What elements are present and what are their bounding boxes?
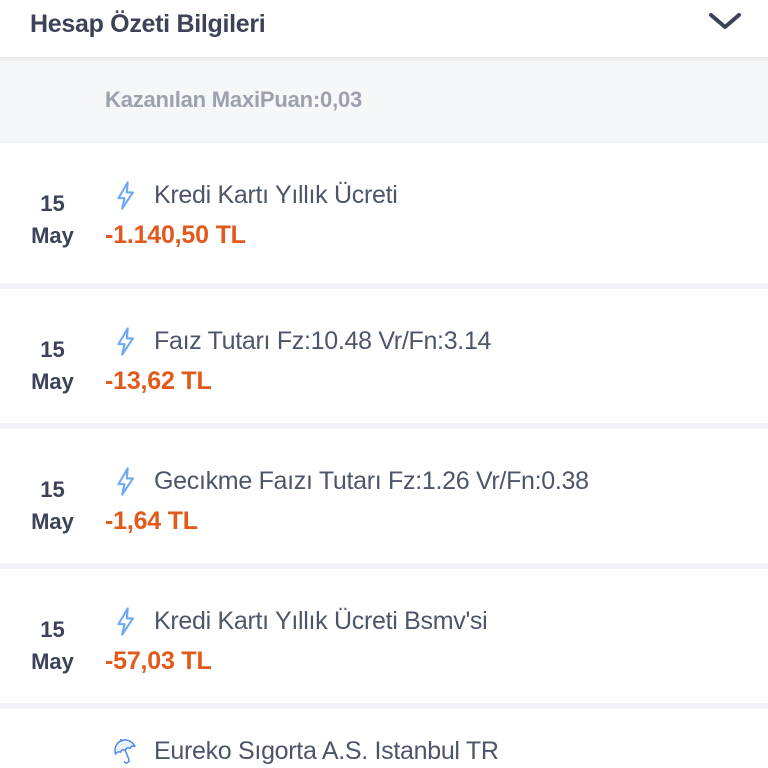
page-title: Hesap Özeti Bilgileri: [30, 10, 266, 38]
section-header[interactable]: Hesap Özeti Bilgileri: [0, 0, 768, 57]
lightning-icon: [112, 180, 138, 211]
date-month: May: [31, 369, 74, 394]
transaction-description: Faız Tutarı Fz:10.48 Vr/Fn:3.14: [154, 326, 492, 355]
transaction-description: Kredi Kartı Yıllık Ücreti: [154, 180, 398, 209]
transaction-amount: -57,03 TL: [105, 647, 212, 675]
transaction-row[interactable]: 15 May Kredi Kartı Yıllık Ücreti -1.140,…: [0, 143, 768, 283]
transaction-description: Gecıkme Faızı Tutarı Fz:1.26 Vr/Fn:0.38: [154, 466, 589, 495]
transaction-amount: -1,64 TL: [105, 507, 198, 535]
date-day: 15: [40, 617, 65, 642]
date-month: May: [31, 649, 74, 674]
transaction-list: 15 May Kredi Kartı Yıllık Ücreti -1.140,…: [0, 143, 768, 768]
umbrella-icon: [112, 732, 138, 768]
transaction-date: 15 May: [0, 143, 105, 283]
lightning-icon: [112, 466, 138, 497]
transaction-date: 15 May: [0, 429, 105, 563]
date-month: May: [31, 223, 74, 248]
lightning-icon: [112, 326, 138, 357]
date-day: 15: [40, 337, 65, 362]
transaction-row[interactable]: 15 May Faız Tutarı Fz:10.48 Vr/Fn:3.14 -…: [0, 283, 768, 423]
transaction-date: 15 May: [0, 569, 105, 703]
earned-maxipuan-label: Kazanılan MaxiPuan:0,03: [105, 87, 363, 112]
transaction-description: Eureko Sıgorta A.S. Istanbul TR: [154, 736, 499, 765]
transaction-row[interactable]: 15 May Gecıkme Faızı Tutarı Fz:1.26 Vr/F…: [0, 423, 768, 563]
date-day: 15: [40, 477, 65, 502]
summary-band: Kazanılan MaxiPuan:0,03: [0, 57, 768, 143]
transaction-amount: -13,62 TL: [105, 367, 212, 395]
date-day: 15: [0, 761, 105, 768]
lightning-icon: [112, 606, 138, 637]
transaction-amount: -1.140,50 TL: [105, 221, 246, 249]
transaction-row[interactable]: 15 May Kredi Kartı Yıllık Ücreti Bsmv'si…: [0, 563, 768, 703]
transaction-description: Kredi Kartı Yıllık Ücreti Bsmv'si: [154, 606, 488, 635]
transaction-date: 15 May: [0, 289, 105, 423]
transaction-row[interactable]: 15 Eureko Sıgorta A.S. Istanbul TR: [0, 703, 768, 768]
chevron-down-icon[interactable]: [708, 12, 742, 46]
date-month: May: [31, 509, 74, 534]
date-day: 15: [40, 191, 65, 216]
transaction-date: 15: [0, 709, 105, 768]
